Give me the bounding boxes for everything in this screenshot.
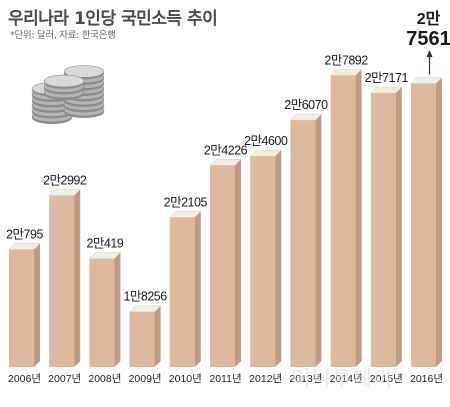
tick-label: 2015년 [370, 373, 403, 385]
bar-side [235, 159, 241, 367]
tick-label: 2011년 [209, 373, 241, 385]
unit-note: *단위: 달러, 자료: 한국은행 [10, 30, 116, 41]
bar-top [370, 86, 403, 94]
bar [209, 159, 242, 367]
bar-side [395, 87, 402, 367]
chart-title: 우리나라 1인당 국민소득 추이 [8, 9, 218, 29]
bar-front [169, 217, 195, 367]
tick-label: 2009년 [129, 373, 162, 385]
data-label: 2만795 [6, 227, 43, 241]
bar-front [210, 165, 235, 367]
bar-top [289, 113, 323, 121]
bar-side [194, 211, 201, 367]
data-label: 2만6070 [284, 98, 328, 112]
bar [48, 189, 81, 367]
bar [88, 252, 122, 367]
bar [329, 69, 363, 367]
bar-front [370, 93, 396, 367]
tick-label: 2013년 [289, 373, 322, 385]
bar-side [154, 305, 161, 367]
bar-top [128, 305, 162, 312]
bar [410, 77, 443, 368]
bar-top [88, 252, 122, 259]
bar-top [410, 77, 443, 84]
bar-top [8, 243, 41, 250]
coin [43, 74, 85, 88]
arrow-head [426, 50, 433, 57]
tick-label: 2010년 [169, 373, 202, 385]
bar-front [9, 249, 34, 367]
bar-side [34, 243, 40, 367]
data-label: 2만7171 [365, 71, 409, 85]
data-label: 1만8256 [123, 290, 167, 304]
watermark: 머니투데이 [292, 366, 394, 390]
tick-label: 2006년 [8, 373, 41, 385]
bar-top [169, 211, 202, 218]
bar-front [49, 195, 75, 367]
data-label-prefix: 2만 [417, 10, 441, 28]
bar-front [250, 156, 276, 367]
bar [128, 305, 162, 367]
bar [8, 243, 41, 367]
bar-side [114, 252, 121, 367]
bar-front [411, 83, 436, 368]
data-label: 2만2105 [164, 195, 208, 209]
bar [370, 86, 403, 367]
bar-side [355, 69, 362, 367]
coin [63, 65, 105, 78]
data-label: 2만4226 [204, 143, 248, 157]
bar [169, 211, 202, 367]
bar [249, 149, 282, 367]
bar-side [315, 114, 322, 368]
bar-front [89, 258, 115, 367]
bar-top [249, 149, 282, 157]
bar-front [330, 75, 356, 367]
tick-label: 2008년 [88, 373, 121, 385]
data-label: 2만419 [86, 237, 123, 251]
tick-label: 2007년 [48, 373, 81, 385]
tick-label: 2012년 [249, 373, 282, 385]
bar-side [436, 77, 442, 368]
bar-front [290, 120, 316, 368]
bar-side [275, 150, 282, 367]
bar-side [74, 189, 81, 367]
tick-label: 2014년 [330, 373, 363, 385]
bar-top [329, 69, 363, 76]
data-label: 2만7892 [324, 53, 368, 67]
bar-top [48, 189, 81, 196]
data-label: 2만4600 [244, 134, 288, 148]
data-label: 2만2992 [43, 174, 87, 188]
data-label: 7561 [406, 28, 450, 50]
bar [289, 113, 323, 368]
bar-front [129, 311, 155, 367]
bar-top [209, 159, 242, 166]
tick-label: 2016년 [410, 373, 443, 385]
